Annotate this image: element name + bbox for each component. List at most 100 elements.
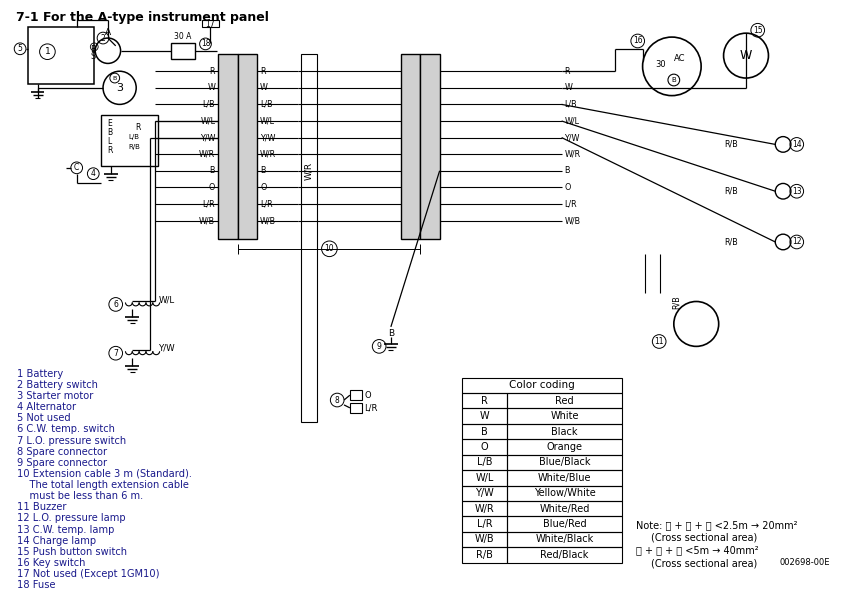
Text: L/B: L/B: [260, 100, 272, 109]
Text: Blue/Red: Blue/Red: [543, 519, 586, 529]
Bar: [462, 393, 507, 408]
Text: B: B: [260, 166, 266, 176]
Text: White: White: [551, 411, 579, 421]
Text: 13 C.W. temp. lamp: 13 C.W. temp. lamp: [17, 525, 115, 535]
Text: W/L: W/L: [158, 295, 174, 304]
Text: E: E: [107, 119, 111, 128]
Bar: [507, 485, 622, 501]
Text: B: B: [481, 426, 488, 436]
Text: 18: 18: [201, 39, 210, 48]
Text: L/R: L/R: [564, 200, 577, 209]
Text: O: O: [481, 442, 488, 452]
Text: R: R: [135, 123, 140, 132]
Text: White/Blue: White/Blue: [538, 473, 591, 483]
Text: O: O: [208, 183, 215, 192]
Bar: [507, 408, 622, 424]
Text: must be less than 6 m.: must be less than 6 m.: [17, 491, 144, 501]
Text: O: O: [260, 183, 266, 192]
Text: S: S: [90, 52, 95, 61]
Text: 14 Charge lamp: 14 Charge lamp: [17, 535, 96, 545]
Text: B: B: [564, 166, 570, 176]
Text: Blue/Black: Blue/Black: [539, 458, 591, 468]
Bar: [507, 424, 622, 439]
Text: 15 Push button switch: 15 Push button switch: [17, 547, 127, 557]
Text: The total length extension cable: The total length extension cable: [17, 480, 189, 490]
Text: 4 Alternator: 4 Alternator: [17, 402, 77, 412]
Text: Y/W: Y/W: [260, 133, 276, 142]
Text: W/L: W/L: [564, 117, 580, 125]
Text: AC: AC: [674, 54, 685, 63]
Bar: [462, 485, 507, 501]
Text: 12: 12: [792, 237, 802, 246]
Text: 17: 17: [206, 19, 215, 28]
Bar: [420, 54, 440, 239]
Text: 16: 16: [633, 37, 643, 45]
Text: Y/W: Y/W: [475, 488, 494, 498]
Text: W/B: W/B: [260, 216, 277, 225]
Text: R/B: R/B: [724, 187, 738, 196]
Text: O: O: [364, 391, 371, 401]
Text: R: R: [564, 67, 570, 76]
Text: 2: 2: [100, 34, 106, 42]
Text: L/R: L/R: [260, 200, 272, 209]
Text: W: W: [480, 411, 489, 421]
Bar: [507, 532, 622, 547]
Text: W/L: W/L: [200, 117, 215, 125]
Text: Yellow/White: Yellow/White: [534, 488, 596, 498]
Text: C: C: [74, 163, 79, 173]
Text: Y/W: Y/W: [564, 133, 580, 142]
Text: 8: 8: [334, 396, 340, 405]
Text: 14: 14: [792, 140, 802, 149]
Text: 7: 7: [113, 349, 118, 358]
Text: 30: 30: [654, 60, 665, 69]
Text: W/R: W/R: [305, 162, 313, 180]
Bar: [462, 501, 507, 517]
Text: W: W: [564, 83, 573, 92]
Text: B: B: [90, 45, 96, 54]
Text: B: B: [107, 128, 112, 137]
Text: Red/Black: Red/Black: [540, 550, 589, 560]
Text: R/B: R/B: [476, 550, 493, 560]
Text: 1 Battery: 1 Battery: [17, 369, 64, 379]
Text: W/R: W/R: [475, 504, 494, 514]
Bar: [462, 455, 507, 470]
Text: 12 L.O. pressure lamp: 12 L.O. pressure lamp: [17, 514, 126, 524]
Text: L: L: [107, 137, 111, 145]
Text: Ⓐ + Ⓑ + Ⓒ <5m → 40mm²: Ⓐ + Ⓑ + Ⓒ <5m → 40mm²: [636, 545, 758, 555]
Bar: [462, 532, 507, 547]
Text: Y/W: Y/W: [200, 133, 215, 142]
Text: B: B: [209, 166, 215, 176]
Text: W/R: W/R: [564, 150, 580, 158]
Text: W: W: [740, 49, 752, 62]
Bar: [507, 439, 622, 455]
Text: W/B: W/B: [199, 216, 215, 225]
Bar: [28, 27, 94, 84]
Text: 6: 6: [113, 300, 118, 309]
Bar: [507, 455, 622, 470]
Text: R: R: [481, 396, 488, 406]
Bar: [462, 378, 622, 393]
Text: 5 Not used: 5 Not used: [17, 413, 71, 423]
Bar: [350, 403, 362, 413]
Bar: [507, 547, 622, 562]
Text: 4: 4: [91, 169, 95, 178]
Text: R/B: R/B: [129, 144, 140, 150]
Text: 6 C.W. temp. switch: 6 C.W. temp. switch: [17, 425, 115, 435]
Text: (Cross sectional area): (Cross sectional area): [651, 558, 757, 568]
Text: L/B: L/B: [564, 100, 577, 109]
Bar: [202, 19, 220, 27]
Text: 3 Starter motor: 3 Starter motor: [17, 391, 94, 401]
Text: W: W: [260, 83, 268, 92]
Bar: [462, 439, 507, 455]
Bar: [171, 43, 195, 58]
Text: 16 Key switch: 16 Key switch: [17, 558, 86, 568]
Text: L/B: L/B: [129, 134, 140, 140]
Text: White/Black: White/Black: [535, 534, 594, 544]
Text: 9 Spare connector: 9 Spare connector: [17, 458, 107, 468]
Text: 7-1 For the A-type instrument panel: 7-1 For the A-type instrument panel: [16, 11, 269, 24]
Text: B: B: [671, 77, 677, 83]
Text: 1: 1: [44, 47, 50, 56]
Bar: [462, 547, 507, 562]
Text: L/B: L/B: [203, 100, 215, 109]
Text: R: R: [209, 67, 215, 76]
